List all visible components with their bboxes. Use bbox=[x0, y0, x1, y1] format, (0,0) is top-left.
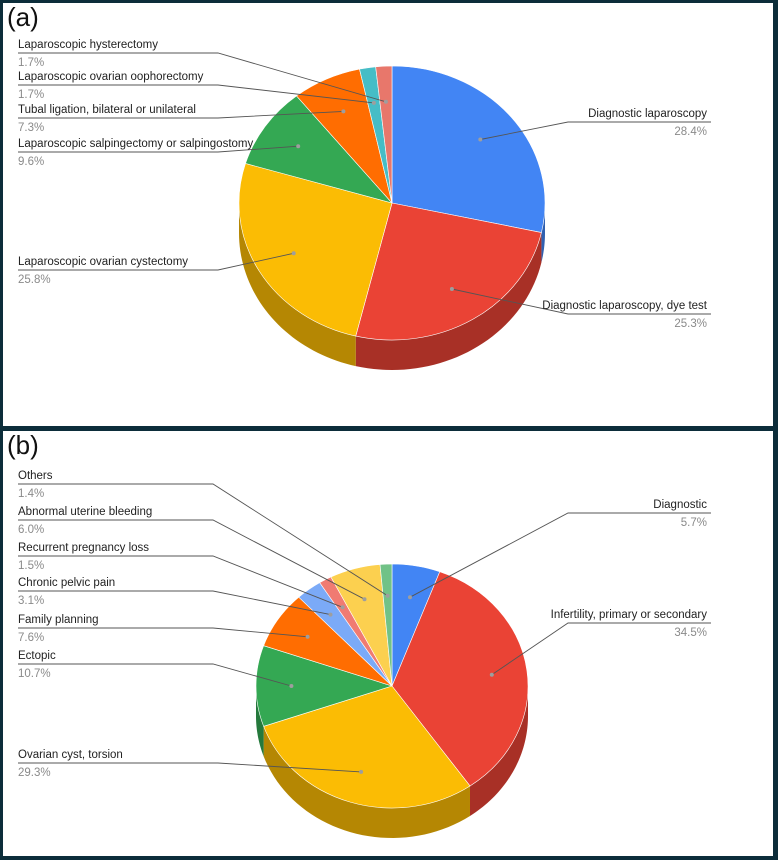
pie-slice-ovarian-cyst-torsion bbox=[263, 685, 471, 809]
pie-slice-ectopic bbox=[255, 645, 394, 727]
slice-value-recurrent-pregnancy-loss: 1.5% bbox=[18, 560, 44, 572]
slice-value-diagnostic-laparoscopy-dye-test: 25.3% bbox=[674, 318, 707, 330]
slice-value-laparoscopic-ovarian-oophorectomy: 1.7% bbox=[18, 89, 44, 101]
slice-value-abnormal-uterine-bleeding: 6.0% bbox=[18, 524, 44, 536]
slice-value-diagnostic-laparoscopy: 28.4% bbox=[674, 126, 707, 138]
pie-slice-infertility-primary-or-secondary bbox=[391, 571, 529, 787]
slice-label-laparoscopic-salpingectomy-or-salpingostomy: Laparoscopic salpingectomy or salpingost… bbox=[18, 138, 253, 150]
slice-label-laparoscopic-ovarian-oophorectomy: Laparoscopic ovarian oophorectomy bbox=[18, 71, 204, 83]
slice-label-ectopic: Ectopic bbox=[18, 650, 56, 662]
slice-value-diagnostic: 5.7% bbox=[681, 517, 707, 529]
pie-side-infertility-primary-or-secondary bbox=[469, 686, 528, 816]
slice-value-ectopic: 10.7% bbox=[18, 668, 51, 680]
leader-line-tubal-ligation-bilateral-or-unilateral bbox=[18, 110, 344, 119]
slice-label-laparoscopic-hysterectomy: Laparoscopic hysterectomy bbox=[18, 39, 158, 51]
slice-label-recurrent-pregnancy-loss: Recurrent pregnancy loss bbox=[18, 542, 149, 554]
slice-label-family-planning: Family planning bbox=[18, 614, 99, 626]
leader-line-infertility-primary-or-secondary bbox=[491, 622, 711, 676]
leader-dot-diagnostic-laparoscopy-dye-test bbox=[449, 287, 454, 291]
leader-line-laparoscopic-hysterectomy bbox=[18, 52, 387, 103]
leader-dot-infertility-primary-or-secondary bbox=[489, 672, 494, 677]
leader-dot-laparoscopic-ovarian-cystectomy bbox=[291, 251, 296, 256]
leader-dot-ovarian-cyst-torsion bbox=[359, 769, 364, 774]
pie-side-walls bbox=[256, 686, 528, 838]
slice-label-diagnostic-laparoscopy: Diagnostic laparoscopy bbox=[588, 108, 707, 120]
slice-value-family-planning: 7.6% bbox=[18, 632, 44, 644]
leader-line-ovarian-cyst-torsion bbox=[18, 762, 362, 773]
leader-line-diagnostic bbox=[409, 512, 711, 598]
panel-b-label: (b) bbox=[7, 430, 39, 460]
pie-chart-b: Diagnostic 5.7% Infertility, primary or se… bbox=[18, 470, 711, 838]
pie-slice-diagnostic-laparoscopy bbox=[391, 65, 546, 233]
pie-side-laparoscopic-ovarian-cystectomy bbox=[239, 203, 356, 367]
pie-slices bbox=[255, 563, 529, 809]
pie-slice-laparoscopic-salpingectomy-or-salpingostomy bbox=[245, 95, 393, 204]
leader-line-recurrent-pregnancy-loss bbox=[18, 555, 343, 608]
leader-dot-others bbox=[385, 593, 390, 598]
slice-label-ovarian-cyst-torsion: Ovarian cyst, torsion bbox=[18, 749, 123, 761]
pie-side-ovarian-cyst-torsion bbox=[263, 726, 470, 838]
pie-slice-laparoscopic-ovarian-cystectomy bbox=[238, 163, 393, 337]
leader-line-laparoscopic-salpingectomy-or-salpingostomy bbox=[18, 145, 299, 153]
slice-label-tubal-ligation-bilateral-or-unilateral: Tubal ligation, bilateral or unilateral bbox=[18, 104, 196, 116]
leader-dot-chronic-pelvic-pain bbox=[328, 612, 333, 617]
leader-line-diagnostic-laparoscopy bbox=[480, 121, 711, 140]
leader-line-chronic-pelvic-pain bbox=[18, 590, 331, 616]
leader-dot-tubal-ligation-bilateral-or-unilateral bbox=[341, 109, 346, 114]
pie-side-diagnostic-laparoscopy-dye-test bbox=[355, 232, 542, 370]
slice-label-abnormal-uterine-bleeding: Abnormal uterine bleeding bbox=[18, 506, 152, 518]
leader-dot-recurrent-pregnancy-loss bbox=[340, 605, 345, 610]
slice-label-diagnostic: Diagnostic bbox=[653, 499, 707, 511]
pie-chart-a: Diagnostic laparoscopy 28.4% Diagnostic la… bbox=[18, 39, 711, 370]
slice-value-infertility-primary-or-secondary: 34.5% bbox=[674, 627, 707, 639]
slice-value-others: 1.4% bbox=[18, 488, 44, 500]
pie-side-walls bbox=[239, 203, 545, 370]
slice-value-ovarian-cyst-torsion: 29.3% bbox=[18, 767, 51, 779]
slice-label-diagnostic-laparoscopy-dye-test: Diagnostic laparoscopy, dye test bbox=[542, 300, 708, 312]
leader-line-others bbox=[18, 483, 388, 597]
leader-dot-family-planning bbox=[305, 634, 310, 639]
leader-line-diagnostic-laparoscopy-dye-test bbox=[451, 288, 711, 315]
leader-dot-laparoscopic-salpingectomy-or-salpingostomy bbox=[296, 144, 301, 149]
pie-labels: Diagnostic laparoscopy 28.4% Diagnostic la… bbox=[18, 39, 711, 330]
slice-value-chronic-pelvic-pain: 3.1% bbox=[18, 595, 44, 607]
leader-line-abnormal-uterine-bleeding bbox=[18, 519, 365, 600]
leader-dot-ectopic bbox=[289, 684, 294, 688]
slice-value-laparoscopic-ovarian-cystectomy: 25.8% bbox=[18, 274, 51, 286]
leader-dot-diagnostic bbox=[408, 595, 412, 600]
pie-slice-diagnostic-laparoscopy-dye-test bbox=[355, 202, 542, 341]
leader-dot-laparoscopic-hysterectomy bbox=[383, 99, 388, 104]
pie-slices bbox=[238, 65, 546, 341]
slice-label-others: Others bbox=[18, 470, 53, 482]
chart-panel-b: (b) Diagnostic 5.7% Infertility, primary o… bbox=[3, 430, 773, 856]
leader-line-laparoscopic-ovarian-oophorectomy bbox=[18, 84, 374, 104]
leader-dot-laparoscopic-ovarian-oophorectomy bbox=[371, 100, 376, 105]
slice-label-infertility-primary-or-secondary: Infertility, primary or secondary bbox=[551, 609, 708, 621]
leader-line-laparoscopic-ovarian-cystectomy bbox=[18, 252, 294, 271]
slice-label-laparoscopic-ovarian-cystectomy: Laparoscopic ovarian cystectomy bbox=[18, 256, 188, 268]
chart-panel-a: (a) Diagnostic laparoscopy 28.4% Diagnosti… bbox=[3, 2, 773, 426]
leader-dot-abnormal-uterine-bleeding bbox=[362, 597, 367, 602]
panel-a-label: (a) bbox=[7, 2, 39, 32]
pie-labels: Diagnostic 5.7% Infertility, primary or se… bbox=[18, 470, 711, 779]
leader-line-ectopic bbox=[18, 663, 292, 687]
leader-line-family-planning bbox=[18, 627, 308, 638]
leader-dot-diagnostic-laparoscopy bbox=[478, 137, 483, 142]
slice-value-laparoscopic-salpingectomy-or-salpingostomy: 9.6% bbox=[18, 156, 44, 168]
pie-side-ectopic bbox=[256, 686, 264, 757]
slice-value-tubal-ligation-bilateral-or-unilateral: 7.3% bbox=[18, 122, 44, 134]
slice-label-chronic-pelvic-pain: Chronic pelvic pain bbox=[18, 577, 115, 589]
slice-value-laparoscopic-hysterectomy: 1.7% bbox=[18, 57, 44, 69]
